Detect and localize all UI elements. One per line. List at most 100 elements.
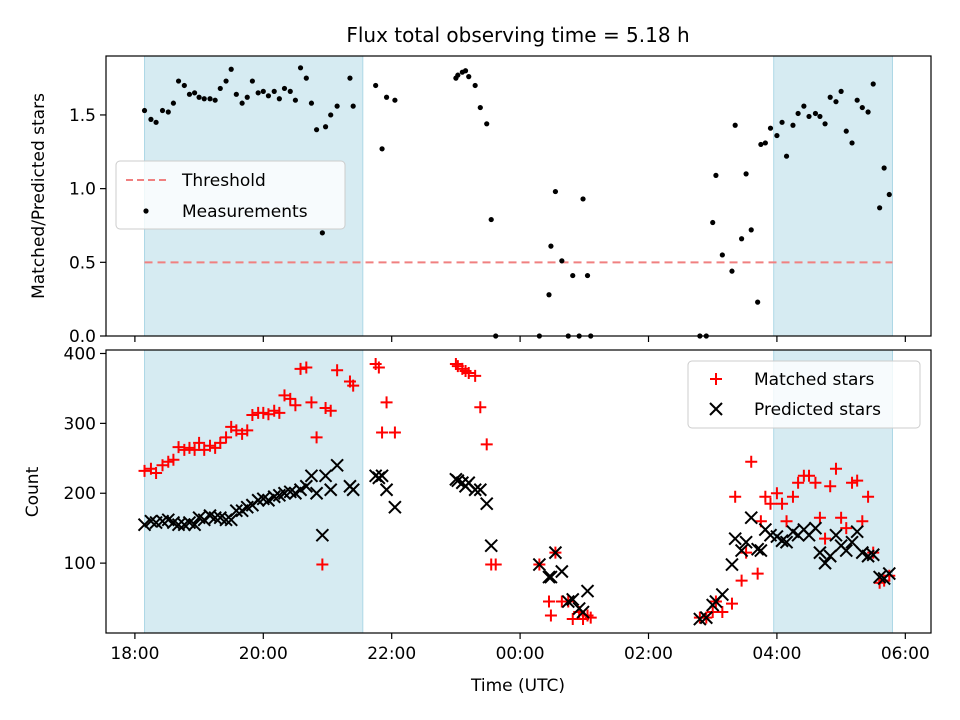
matched-star-point-85 [803, 469, 816, 482]
matched-star-point-28 [289, 399, 302, 412]
top-legend: Threshold Measurements [115, 160, 346, 230]
matched-star-point-19 [241, 424, 254, 437]
predicted-star-point-42 [379, 483, 394, 497]
measurement-point-44 [455, 72, 461, 78]
bottom-y-tick-label-0: 100 [64, 554, 96, 574]
matched-star-point-83 [792, 476, 805, 489]
measurement-point-25 [276, 96, 282, 102]
matched-star-point-15 [220, 431, 233, 444]
measurement-point-76 [762, 140, 768, 146]
measurement-point-66 [710, 219, 716, 226]
measurement-point-89 [833, 99, 839, 105]
measurement-point-97 [877, 205, 883, 211]
measurement-point-95 [865, 109, 871, 115]
top-x-ticks [134, 336, 906, 342]
matched-star-point-75 [751, 567, 764, 580]
measurement-point-18 [239, 100, 245, 106]
measurement-point-94 [859, 104, 865, 111]
matched-star-point-48 [462, 367, 475, 380]
measurements-legend-label: Measurements [182, 202, 308, 222]
top-y-tick-label-0: 0.0 [69, 327, 96, 347]
bottom-x-ticks: 18:00 20:00 22:00 00:00 02:00 04:00 06:00 [110, 633, 930, 664]
predicted-star-point-92 [850, 524, 864, 539]
measurement-point-13 [212, 97, 218, 103]
predicted-star-point-64 [699, 610, 713, 625]
measurement-point-84 [806, 113, 812, 120]
top-y-tick-label-1: 0.5 [69, 253, 96, 273]
predicted-star-point-52 [484, 538, 498, 553]
predicted-star-point-43 [388, 500, 402, 514]
bottom-axes-frame [105, 349, 932, 634]
matched-star-point-93 [846, 476, 859, 489]
predicted-star-point-96 [872, 570, 887, 584]
measurement-point-7 [181, 82, 187, 89]
matched-star-point-32 [310, 431, 323, 444]
measurement-point-51 [488, 216, 494, 223]
matched-star-point-44 [449, 357, 462, 370]
bottom-panel: 100 200 300 400 18:00 20:00 22:00 00:00 02:00 04… [23, 344, 932, 696]
measurement-point-32 [313, 127, 320, 133]
top-shaded-interval-1 [773, 55, 893, 337]
measurement-point-19 [244, 94, 250, 100]
matched-star-point-92 [840, 522, 853, 535]
measurement-point-88 [827, 94, 833, 100]
top-y-axis-label: Matched/Predicted stars [29, 93, 49, 299]
bottom-y-tick-label-3: 400 [64, 344, 96, 364]
predicted-star-point-57 [555, 564, 569, 579]
matched-star-point-86 [809, 476, 822, 489]
measurement-point-30 [303, 75, 309, 81]
measurement-point-96 [870, 81, 876, 87]
measurement-point-11 [201, 96, 207, 102]
measurement-point-70 [732, 122, 738, 128]
matched-star-point-96 [862, 490, 875, 503]
predicted-star-point-6 [171, 517, 186, 532]
measurement-point-24 [271, 88, 277, 94]
measurement-point-40 [379, 146, 385, 152]
matched-star-point-30 [300, 361, 313, 374]
predicted-star-point-74 [754, 543, 768, 558]
matched-star-point-12 [204, 439, 217, 452]
measurement-point-69 [729, 268, 735, 274]
matched-star-point-80 [776, 497, 789, 510]
matched-star-point-79 [770, 487, 783, 500]
matched-star-point-20 [246, 408, 259, 421]
measurement-point-81 [790, 122, 796, 128]
measurement-point-86 [817, 113, 823, 120]
predicted-star-point-34 [318, 469, 333, 483]
x-tick-label-6: 06:00 [881, 644, 930, 664]
matched-star-point-40 [372, 361, 385, 374]
matched-star-point-78 [764, 497, 777, 510]
matched-star-point-6 [172, 441, 185, 454]
matched-star-point-31 [305, 396, 318, 409]
predicted-star-point-62 [580, 584, 595, 598]
measurement-points [141, 65, 892, 339]
top-panel: 0.0 0.5 1.0 1.5 Matched/Predicted stars Thr… [29, 55, 932, 347]
measurement-point-3 [159, 107, 166, 114]
measurements-legend-swatch [143, 208, 149, 214]
predicted-star-point-87 [823, 549, 837, 563]
matched-star-point-53 [489, 558, 502, 571]
matched-star-point-74 [745, 455, 758, 468]
matched-star-point-49 [469, 369, 482, 382]
predicted-star-point-88 [829, 528, 843, 542]
measurement-point-57 [559, 258, 565, 264]
measurement-point-73 [748, 227, 754, 233]
matched-star-point-89 [824, 480, 837, 493]
measurement-point-16 [228, 66, 234, 72]
measurement-point-35 [328, 112, 334, 118]
x-tick-label-1: 20:00 [239, 644, 288, 664]
matched-star-point-35 [324, 404, 337, 417]
measurement-point-5 [170, 100, 177, 106]
measurement-point-50 [484, 121, 490, 127]
bottom-y-tick-label-1: 200 [64, 484, 96, 504]
measurement-point-42 [392, 97, 398, 103]
measurement-point-62 [584, 272, 591, 279]
measurement-point-48 [472, 82, 478, 89]
predicted-star-point-70 [734, 543, 749, 558]
predicted-star-point-67 [715, 587, 730, 602]
measurement-point-99 [886, 191, 892, 198]
predicted-star-point-22 [256, 492, 271, 506]
measurement-point-4 [165, 109, 171, 115]
matched-star-point-42 [380, 396, 393, 409]
matched-star-point-88 [819, 532, 832, 545]
